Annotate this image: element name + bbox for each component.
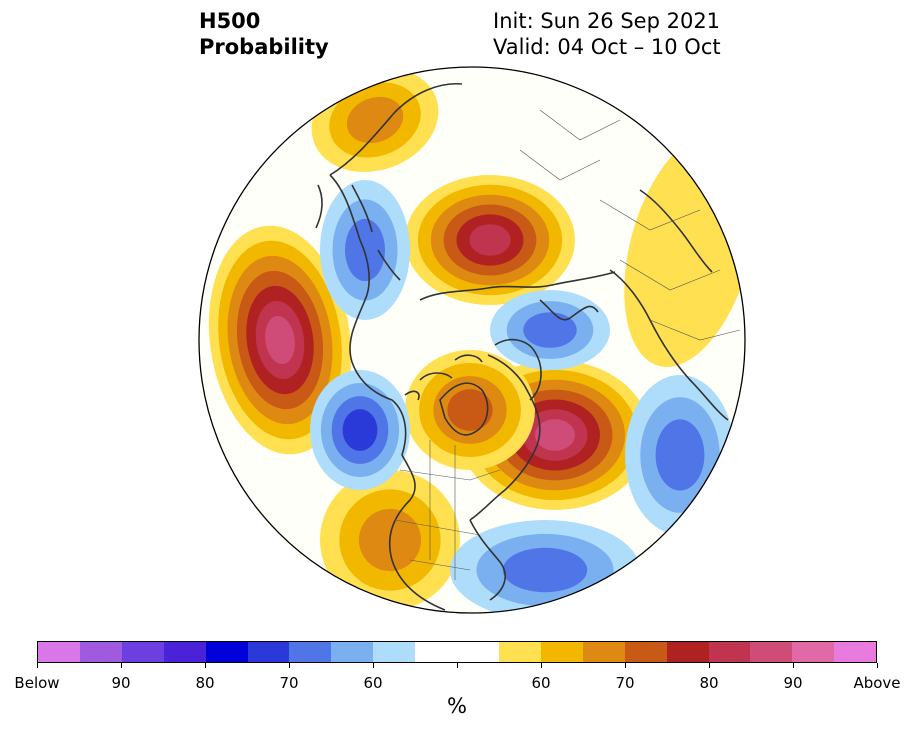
colorbar-label: 90 [783, 674, 803, 692]
colorbar-tick [709, 663, 710, 668]
colorbar-tick [541, 663, 542, 668]
contour-level [523, 312, 577, 348]
colorbar-segment [79, 642, 122, 662]
coastline-arctic-islands [404, 354, 483, 401]
colorbar-label: 60 [531, 674, 551, 692]
borders [394, 109, 741, 580]
colorbar-tick [373, 663, 374, 668]
anomaly-contours [208, 68, 745, 613]
coastline-kamchatka [351, 184, 401, 281]
polar-map [198, 66, 746, 614]
colorbar-tick [121, 663, 122, 668]
map-title: H500 Probability [199, 8, 329, 60]
map-boundary [198, 66, 746, 614]
colorbar-segment [331, 642, 374, 662]
contour-level [655, 419, 705, 491]
coastline-labrador [469, 354, 541, 521]
contour-level [265, 315, 295, 365]
colorbar-label: 70 [279, 674, 299, 692]
init-date: Init: Sun 26 Sep 2021 [493, 9, 721, 33]
coastline-greenland [494, 338, 542, 401]
colorbar-tick [625, 663, 626, 668]
contour-level [447, 389, 493, 431]
colorbar-tick [457, 663, 458, 668]
map-dates: Init: Sun 26 Sep 2021 Valid: 04 Oct – 10… [493, 8, 721, 60]
coastlines [315, 82, 729, 611]
colorbar-label: Below [14, 674, 60, 692]
colorbar-segment [750, 642, 793, 662]
colorbar-segment [163, 642, 206, 662]
anomaly-trough-scandinavia [490, 290, 610, 370]
coastline-japan [315, 184, 323, 229]
anomaly-trough-gulf-of-alaska [310, 370, 410, 490]
colorbar-segment [540, 642, 583, 662]
colorbar-segment [289, 642, 332, 662]
colorbar-segment [624, 642, 667, 662]
colorbar-segment [708, 642, 751, 662]
colorbar-tick [289, 663, 290, 668]
anomaly-ridge-siberia [405, 175, 575, 305]
coastline-mediterranean [639, 189, 713, 273]
colorbar-label: 60 [363, 674, 383, 692]
colorbar-label: Above [853, 674, 901, 692]
colorbar-segment [121, 642, 164, 662]
contour-level [502, 547, 588, 593]
colorbar-label: 80 [699, 674, 719, 692]
contour-level [469, 224, 511, 256]
colorbar-segment [373, 642, 416, 662]
contour-level [342, 409, 378, 451]
colorbar-segment [834, 642, 877, 662]
colorbar-segment [792, 642, 835, 662]
coastline-north-america [329, 174, 446, 611]
colorbar [37, 641, 877, 663]
colorbar-tick [37, 663, 38, 668]
colorbar-segment [247, 642, 290, 662]
colorbar-segment [415, 642, 458, 662]
colorbar-label: 80 [195, 674, 215, 692]
colorbar-segment [582, 642, 625, 662]
title-variable: Probability [199, 35, 329, 59]
coastline-us-east [469, 519, 506, 601]
anomaly-ridge-canada [405, 350, 535, 470]
colorbar-label: 70 [615, 674, 635, 692]
colorbar-segment [666, 642, 709, 662]
coastline-hudson-bay [439, 382, 489, 436]
colorbar-segment [205, 642, 248, 662]
contour-level [345, 218, 385, 282]
coastline-eurasia-north [419, 271, 616, 301]
colorbar-tick [793, 663, 794, 668]
contour-level [535, 419, 575, 451]
anomaly-ridge-north-atlantic [460, 360, 650, 510]
coastline-scandinavia [539, 299, 599, 321]
colorbar-label: 90 [111, 674, 131, 692]
colorbar-segment [38, 642, 80, 662]
contour-level [346, 96, 404, 144]
anomaly-trough-central-atlantic [625, 375, 735, 535]
anomaly-trough-kamchatka [320, 180, 410, 320]
colorbar-tick [877, 663, 878, 668]
colorbar-unit: % [447, 694, 467, 718]
coastline-europe [609, 269, 729, 421]
colorbar-segment [457, 642, 499, 662]
valid-date: Valid: 04 Oct – 10 Oct [493, 35, 721, 59]
colorbar-tick [205, 663, 206, 668]
colorbar-segment [498, 642, 541, 662]
title-field: H500 [199, 9, 261, 33]
coastline-asia-east [329, 82, 463, 176]
anomaly-ridge-north-pacific-west [208, 225, 352, 455]
